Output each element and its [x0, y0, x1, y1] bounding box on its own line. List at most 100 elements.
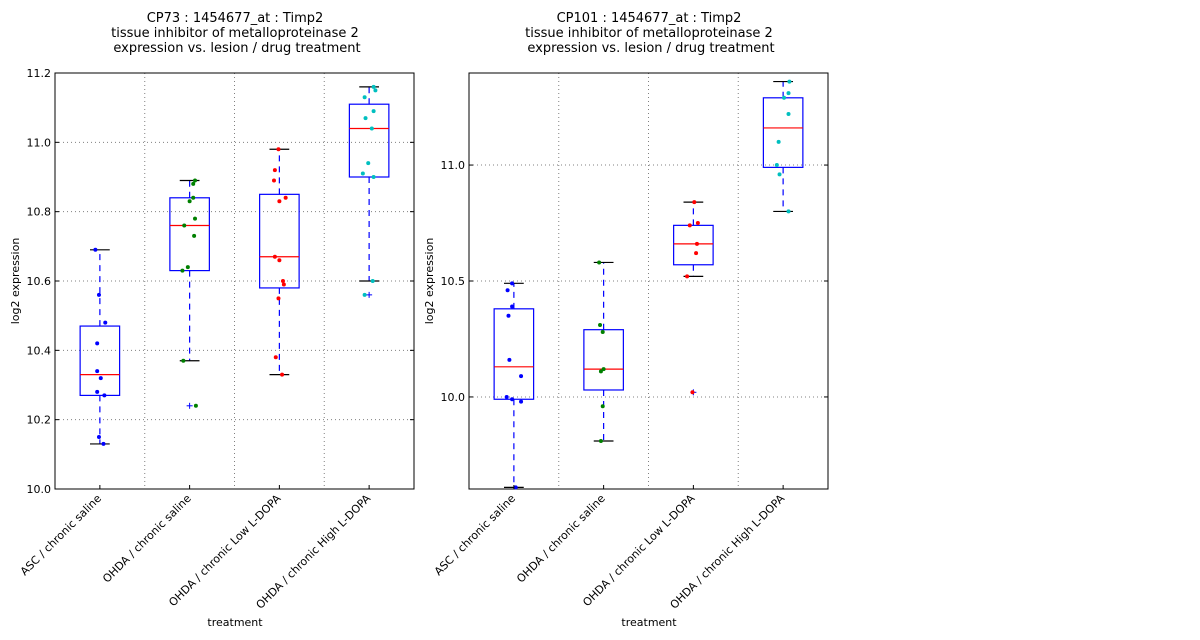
data-point: [694, 251, 699, 256]
data-point: [102, 393, 107, 398]
data-point: [685, 274, 690, 279]
data-point: [280, 372, 285, 377]
box-2: [259, 147, 300, 377]
data-point: [103, 320, 108, 325]
data-point: [506, 313, 511, 318]
box-3: [762, 79, 804, 214]
plot-frame: [54, 72, 415, 490]
data-point: [786, 209, 791, 214]
data-point: [185, 265, 190, 270]
data-point: [98, 376, 103, 381]
data-point: [504, 394, 509, 399]
chart-title-line-2: tissue inhibitor of metalloproteinase 2: [525, 26, 773, 41]
y-tick-label: 10.4: [27, 344, 52, 357]
data-point: [776, 139, 781, 144]
y-tick-label: 10.5: [441, 275, 466, 288]
data-point: [280, 279, 285, 283]
box-0: [493, 281, 535, 490]
data-point: [180, 268, 185, 273]
data-point: [373, 88, 378, 93]
x-axis-label: treatment: [621, 616, 677, 629]
data-point: [101, 441, 106, 446]
data-point: [601, 367, 606, 372]
y-tick-label: 11.2: [27, 67, 52, 80]
data-point: [687, 223, 692, 228]
data-point: [193, 178, 198, 183]
y-tick-label: 10.6: [27, 275, 52, 288]
data-point: [277, 258, 282, 263]
data-point: [370, 279, 375, 283]
chart-panel-cp101: CP101 : 1454677_at : Timp2 tissue inhibi…: [423, 11, 829, 629]
data-point: [695, 221, 700, 226]
data-point: [191, 195, 196, 200]
data-point: [777, 172, 782, 177]
data-point: [510, 397, 515, 402]
data-point: [181, 358, 186, 363]
outlier-marker: [366, 291, 373, 298]
x-tick-label: ASC / chronic saline: [18, 492, 104, 578]
y-axis-label: log2 expression: [423, 238, 436, 325]
data-point: [519, 374, 524, 379]
data-point: [187, 199, 192, 204]
data-point: [95, 341, 100, 346]
data-point: [598, 439, 603, 443]
data-point: [191, 181, 196, 186]
data-point: [95, 369, 100, 374]
data-point: [519, 399, 524, 404]
data-point: [272, 254, 277, 259]
data-point: [600, 404, 605, 409]
data-point: [283, 195, 288, 200]
data-point: [281, 282, 286, 287]
data-point: [362, 292, 367, 297]
data-point: [600, 330, 605, 335]
data-point: [363, 116, 368, 121]
box-3: [348, 84, 390, 298]
data-point: [786, 112, 791, 117]
data-point: [371, 84, 376, 89]
iqr-box: [493, 308, 535, 400]
data-point: [273, 355, 278, 360]
data-point: [95, 389, 100, 394]
data-point: [366, 161, 371, 166]
plot-frame: [468, 72, 829, 490]
data-point: [505, 288, 510, 293]
data-point: [371, 109, 376, 114]
chart-title-line-3: expression vs. lesion / drug treatment: [527, 41, 774, 56]
data-point: [276, 147, 281, 152]
box-0: [79, 247, 121, 446]
y-axis-label: log2 expression: [9, 238, 22, 325]
y-tick-label: 10.8: [27, 206, 52, 219]
data-point: [510, 304, 515, 309]
chart-title-line-1: CP101 : 1454677_at : Timp2: [557, 11, 742, 26]
x-axis-label: treatment: [207, 616, 263, 629]
outlier-marker: [186, 402, 193, 409]
data-point: [182, 223, 187, 228]
data-point: [692, 200, 697, 205]
y-tick-label: 10.2: [27, 414, 52, 427]
x-tick-label: ASC / chronic saline: [432, 492, 518, 578]
data-point: [362, 95, 367, 100]
chart-title-line-1: CP73 : 1454677_at : Timp2: [147, 11, 324, 26]
data-point: [371, 175, 376, 179]
data-point: [774, 163, 779, 168]
data-point: [787, 79, 792, 84]
iqr-box: [673, 224, 714, 266]
data-point: [598, 369, 603, 374]
chart-title-line-3: expression vs. lesion / drug treatment: [113, 41, 360, 56]
box-2: [673, 200, 714, 396]
data-point: [782, 95, 787, 100]
iqr-box: [259, 193, 300, 289]
data-point: [510, 281, 515, 286]
data-point: [513, 485, 518, 490]
y-tick-label: 11.0: [441, 159, 466, 172]
iqr-box: [348, 103, 390, 178]
box-1: [583, 260, 624, 443]
data-point: [272, 168, 277, 173]
y-tick-label: 10.0: [441, 391, 466, 404]
x-tick-label: OHDA / chronic saline: [514, 492, 608, 586]
data-point: [277, 199, 282, 204]
data-point: [193, 403, 198, 408]
data-point: [192, 233, 197, 238]
chart-title-line-2: tissue inhibitor of metalloproteinase 2: [111, 26, 359, 41]
data-point: [597, 260, 602, 265]
